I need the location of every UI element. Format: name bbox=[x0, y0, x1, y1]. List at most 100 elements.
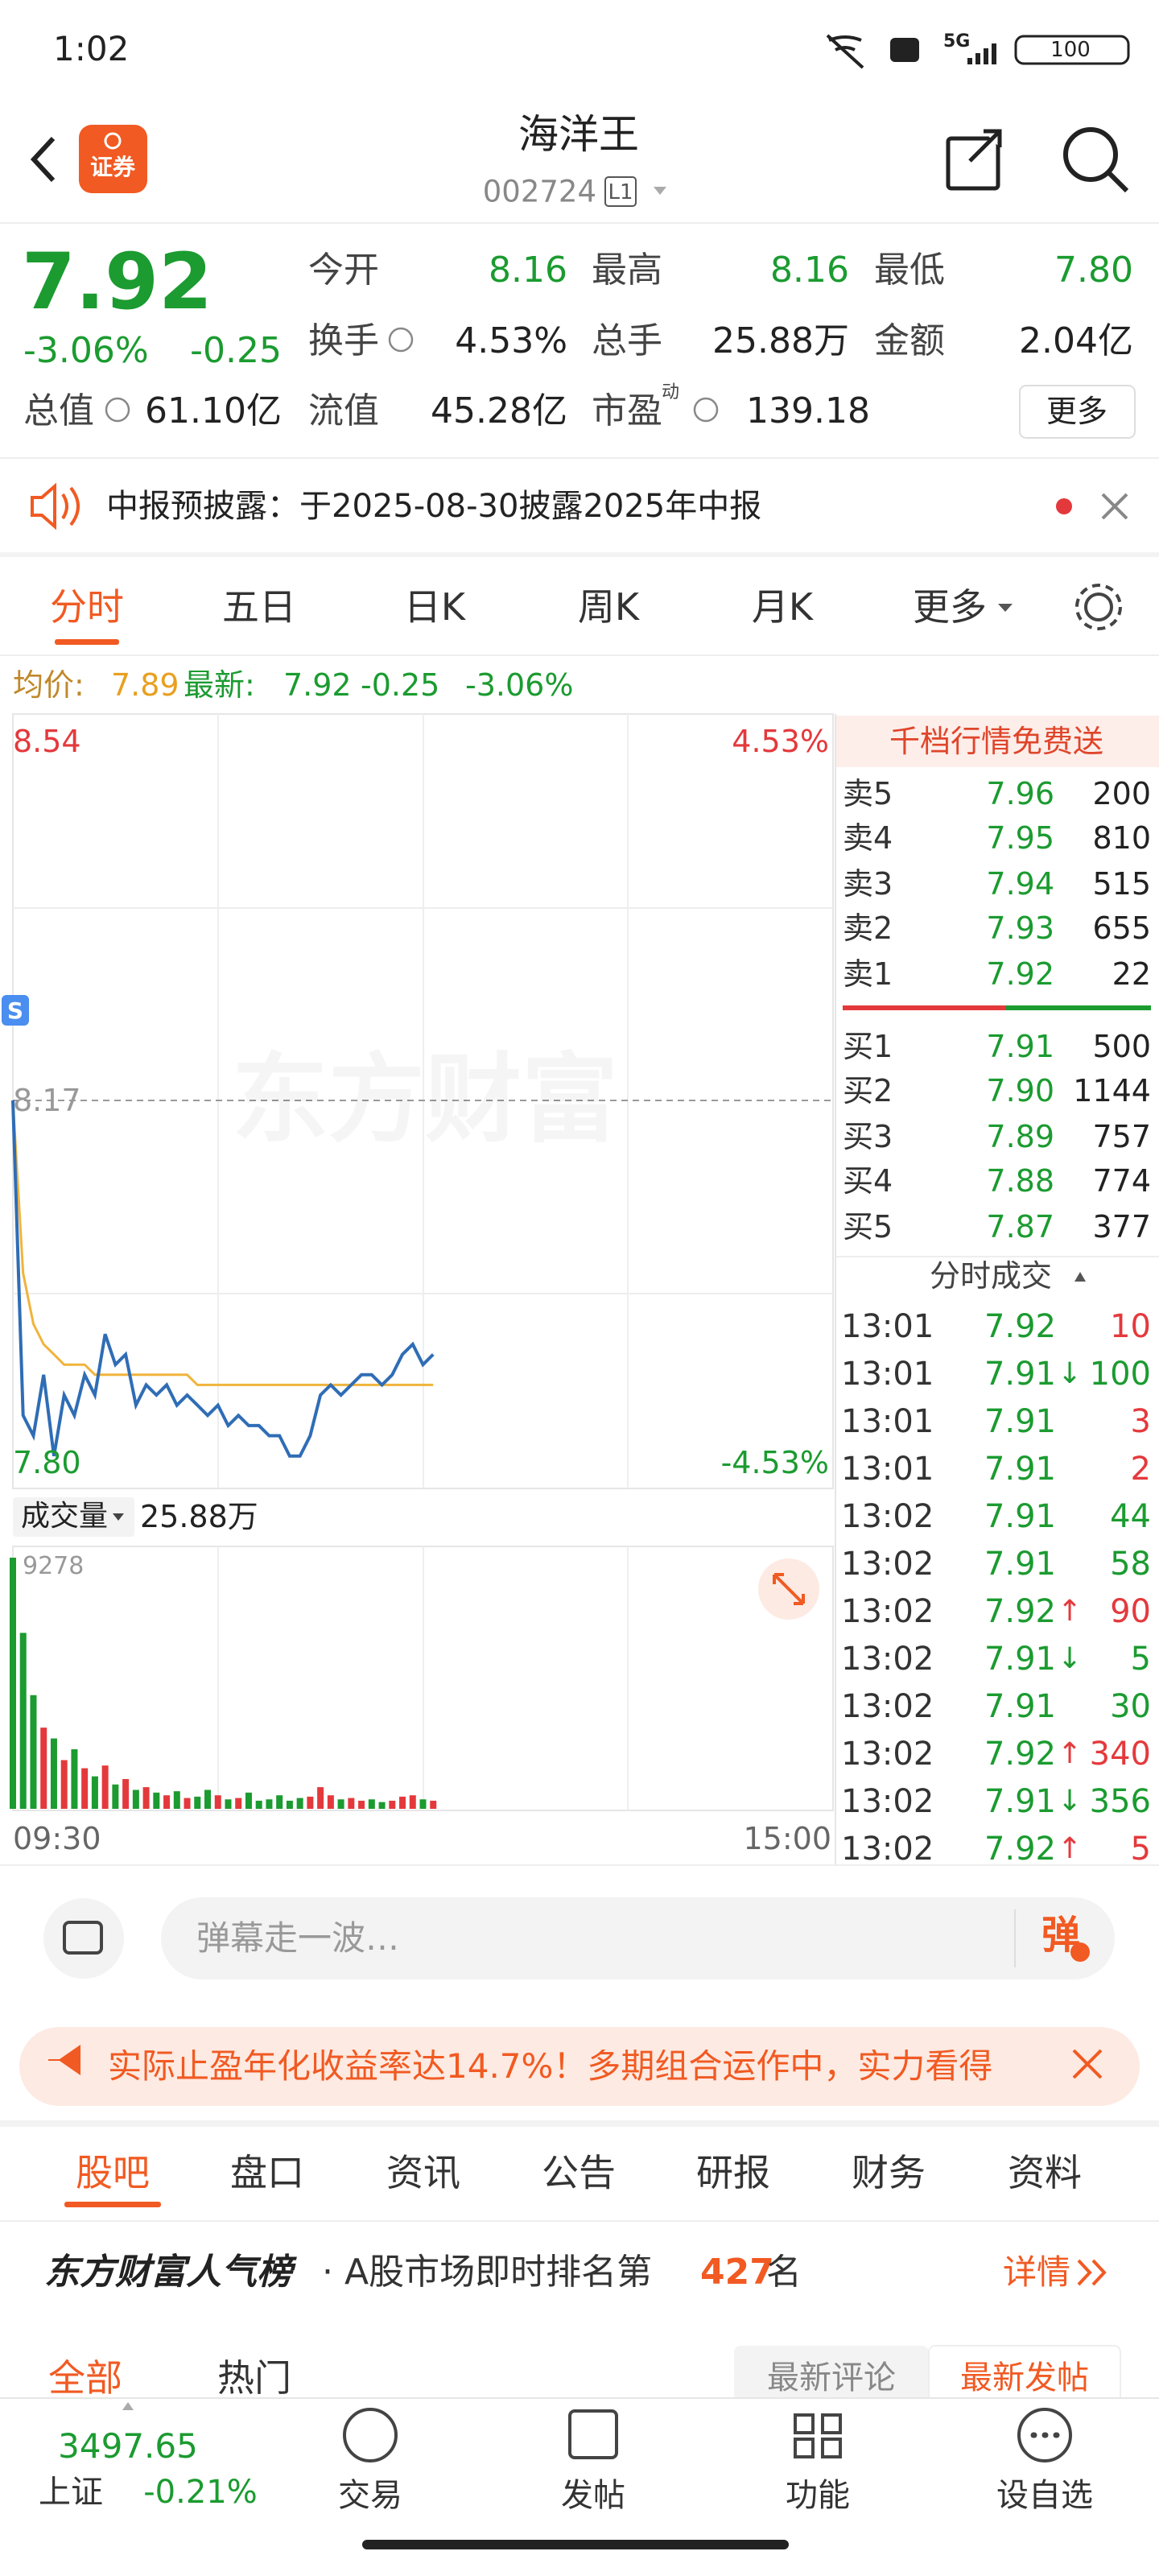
chart-tab[interactable]: 周K bbox=[577, 585, 640, 629]
comment-input[interactable] bbox=[161, 1897, 1115, 1979]
volume-caret bbox=[113, 1513, 124, 1521]
info-icon[interactable] bbox=[388, 327, 414, 353]
mute-icon bbox=[826, 34, 864, 69]
ad-close[interactable] bbox=[1072, 2049, 1103, 2079]
trade-price: 7.91 bbox=[984, 1403, 1056, 1440]
nav-label[interactable]: 发帖 bbox=[561, 2477, 625, 2514]
close-icon[interactable] bbox=[1101, 493, 1128, 520]
ad-icon bbox=[48, 2045, 80, 2075]
divider bbox=[0, 1864, 1159, 1866]
volume-total: 25.88万 bbox=[140, 1499, 258, 1534]
trade-time: 13:01 bbox=[841, 1451, 934, 1488]
section-tab[interactable]: 资讯 bbox=[386, 2151, 460, 2194]
trade-time: 13:02 bbox=[841, 1641, 934, 1678]
comment-placeholder[interactable]: 弹幕走一波… bbox=[196, 1918, 400, 1958]
search-icon[interactable] bbox=[1063, 127, 1118, 182]
share-icon[interactable] bbox=[946, 136, 1000, 191]
book-volume: 500 bbox=[1092, 1029, 1151, 1064]
book-volume: 1144 bbox=[1073, 1073, 1151, 1108]
book-volume: 774 bbox=[1092, 1163, 1151, 1199]
book-label: 买4 bbox=[843, 1163, 893, 1199]
signal-icon bbox=[967, 43, 996, 64]
trade-price: 7.92 bbox=[984, 1736, 1056, 1773]
more-button[interactable] bbox=[1019, 385, 1136, 439]
nav-label[interactable]: 功能 bbox=[786, 2477, 850, 2514]
book-label: 卖4 bbox=[843, 820, 893, 856]
y-max-label: 8.54 bbox=[13, 724, 81, 759]
trade-time: 13:02 bbox=[841, 1736, 934, 1773]
back-icon[interactable] bbox=[30, 136, 56, 183]
trade-price: 7.91 bbox=[984, 1546, 1056, 1583]
nav-label[interactable]: 交易 bbox=[338, 2477, 402, 2514]
nav-icon[interactable] bbox=[343, 2408, 398, 2462]
chart-tab[interactable]: 更多 bbox=[913, 585, 987, 629]
stat-value: 139.18 bbox=[746, 390, 870, 431]
volume-bar bbox=[60, 1760, 68, 1809]
more-button-text[interactable]: 更多 bbox=[1046, 394, 1108, 429]
sort-label[interactable]: 最新评论 bbox=[767, 2359, 896, 2396]
chart-tab[interactable]: 日K bbox=[403, 585, 466, 629]
volume-bar bbox=[368, 1799, 375, 1809]
volume-bar bbox=[163, 1795, 171, 1809]
logo bbox=[79, 125, 147, 193]
index-change: -0.21% bbox=[143, 2474, 258, 2511]
ad-banner[interactable] bbox=[19, 2027, 1140, 2106]
trade-dir: ↑ bbox=[1058, 1737, 1083, 1770]
section-tab[interactable]: 资料 bbox=[1008, 2151, 1082, 2194]
status-time: 1:02 bbox=[53, 29, 130, 68]
info-icon[interactable] bbox=[105, 397, 130, 423]
nav-icon[interactable] bbox=[794, 2413, 842, 2458]
panel-banner-text[interactable]: 千档行情免费送 bbox=[889, 724, 1104, 759]
volume-max-label: 9278 bbox=[23, 1552, 85, 1580]
stat-value: 8.16 bbox=[770, 250, 849, 291]
stock-code: 002724 bbox=[482, 174, 596, 209]
divider bbox=[0, 654, 1159, 656]
chart-tab[interactable]: 五日 bbox=[222, 585, 296, 629]
stat-label: 市盈 bbox=[592, 390, 662, 431]
status-battery: 100 bbox=[1050, 38, 1091, 62]
ranking-detail[interactable]: 详情 bbox=[1002, 2252, 1070, 2292]
notice-icon bbox=[31, 482, 80, 530]
comment-button[interactable]: 弹 bbox=[1041, 1913, 1081, 1958]
volume-bar bbox=[327, 1795, 334, 1809]
feed-tab[interactable]: 热门 bbox=[217, 2356, 291, 2400]
nav-label[interactable]: 设自选 bbox=[996, 2477, 1093, 2514]
code-dropdown[interactable] bbox=[654, 187, 666, 195]
hd-icon bbox=[890, 38, 919, 62]
settings-icon[interactable] bbox=[1084, 592, 1113, 621]
comment-icon-bg[interactable] bbox=[43, 1898, 124, 1979]
detail-chevron bbox=[1077, 2259, 1107, 2286]
nav-icon[interactable] bbox=[568, 2409, 618, 2459]
volume-bar bbox=[399, 1796, 406, 1809]
panel-banner[interactable] bbox=[836, 716, 1159, 767]
last-price: 7.92 bbox=[22, 237, 212, 327]
chart-tab[interactable]: 月K bbox=[751, 585, 814, 629]
notice-text[interactable]: 中报预披露：于2025-08-30披露2025年中报 bbox=[106, 488, 762, 525]
stat-label: 最低 bbox=[874, 250, 945, 291]
trades-caret bbox=[1074, 1272, 1086, 1282]
stat-label: 金额 bbox=[874, 320, 945, 361]
comment-badge bbox=[1070, 1942, 1090, 1962]
trade-volume: 100 bbox=[1089, 1356, 1151, 1393]
volume-bar bbox=[245, 1792, 252, 1809]
volume-label: 成交量 bbox=[21, 1500, 109, 1533]
book-volume: 655 bbox=[1092, 910, 1151, 946]
info-icon[interactable] bbox=[693, 397, 719, 423]
sort-button[interactable] bbox=[734, 2346, 929, 2413]
index-value[interactable]: 3497.65 bbox=[58, 2426, 198, 2466]
ad-text[interactable]: 实际止盈年化收益率达14.7%！多期组合运作中，实力看得 bbox=[108, 2050, 993, 2083]
volume-label-box[interactable] bbox=[13, 1497, 134, 1537]
section-tab[interactable]: 股吧 bbox=[76, 2151, 150, 2194]
battery bbox=[1014, 35, 1130, 65]
chart-tab[interactable]: 分时 bbox=[50, 585, 124, 629]
feed-tab[interactable]: 全部 bbox=[48, 2356, 122, 2400]
book-price: 7.87 bbox=[986, 1209, 1054, 1245]
section-tab[interactable]: 公告 bbox=[542, 2151, 616, 2194]
search-handle bbox=[1107, 171, 1129, 193]
section-tab[interactable]: 研报 bbox=[696, 2151, 770, 2194]
sort-label[interactable]: 最新发帖 bbox=[960, 2359, 1089, 2396]
stat-value: 8.16 bbox=[489, 250, 567, 291]
section-tab[interactable]: 财务 bbox=[852, 2151, 926, 2194]
section-tab[interactable]: 盘口 bbox=[230, 2151, 304, 2194]
nav-icon[interactable] bbox=[1017, 2408, 1072, 2462]
